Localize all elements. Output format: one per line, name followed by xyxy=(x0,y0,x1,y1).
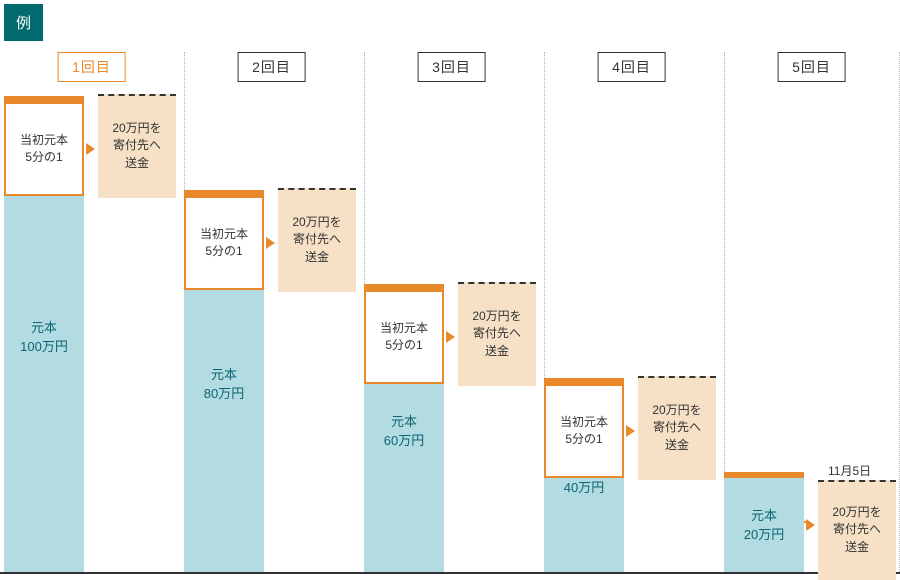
chart-area: 1回目元本 100万円当初元本 5分の120万円を 寄付先へ 送金2回目元本 8… xyxy=(0,52,900,574)
remit-box: 20万円を 寄付先へ 送金 xyxy=(278,188,356,292)
remit-cap xyxy=(818,480,896,487)
arrow-icon xyxy=(446,331,455,343)
arrow-icon xyxy=(266,237,275,249)
round-label: 2回目 xyxy=(237,52,306,82)
remit-cap xyxy=(98,94,176,101)
remit-box: 20万円を 寄付先へ 送金 xyxy=(818,480,896,580)
round-label: 4回目 xyxy=(597,52,666,82)
slice-box: 当初元本 5分の1 xyxy=(184,196,264,290)
slice-box: 当初元本 5分の1 xyxy=(364,290,444,384)
arrow-icon xyxy=(86,143,95,155)
round-label: 5回目 xyxy=(777,52,846,82)
principal-cap xyxy=(724,472,804,478)
example-badge: 例 xyxy=(4,4,43,41)
round-label: 3回目 xyxy=(417,52,486,82)
principal-bar: 元本 20万円 xyxy=(724,478,804,572)
slice-box: 当初元本 5分の1 xyxy=(4,102,84,196)
remit-cap xyxy=(458,282,536,289)
remit-box: 20万円を 寄付先へ 送金 xyxy=(98,94,176,198)
remit-cap xyxy=(638,376,716,383)
arrow-icon xyxy=(626,425,635,437)
remit-box: 20万円を 寄付先へ 送金 xyxy=(638,376,716,480)
remit-box: 20万円を 寄付先へ 送金 xyxy=(458,282,536,386)
final-connector xyxy=(804,521,808,531)
round-label: 1回目 xyxy=(57,52,126,82)
remit-cap xyxy=(278,188,356,195)
remit-date: 11月5日 xyxy=(828,462,871,479)
slice-box: 当初元本 5分の1 xyxy=(544,384,624,478)
